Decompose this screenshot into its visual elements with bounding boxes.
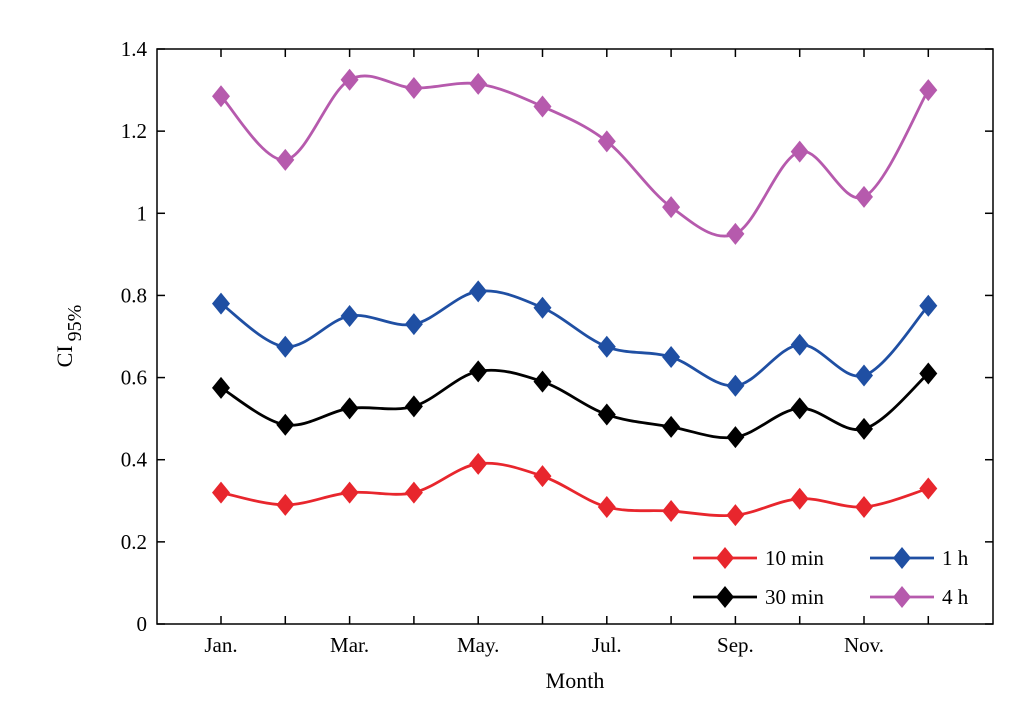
x-tick-label: Mar.	[330, 633, 369, 657]
legend-marker	[716, 547, 734, 569]
data-point	[212, 481, 230, 504]
data-point	[404, 395, 423, 418]
data-point	[340, 68, 359, 91]
y-tick-label: 0.8	[121, 283, 147, 307]
legend-marker	[716, 586, 734, 608]
series-1-h	[212, 280, 938, 397]
data-point	[790, 333, 809, 356]
series-4-h	[212, 68, 938, 245]
data-point	[340, 481, 359, 504]
data-point	[919, 79, 938, 102]
legend-item-10-min: 10 min	[693, 546, 824, 570]
data-point	[726, 374, 745, 397]
data-point	[662, 500, 681, 523]
data-point	[597, 130, 616, 153]
x-axis-title: Month	[546, 668, 605, 693]
data-point	[533, 370, 552, 393]
data-point	[855, 495, 873, 518]
y-axis-title-subscript: 95%	[64, 305, 86, 342]
axes-layer: 0 0.2 0.4 0.6 0.8 1 1.2 1.4 Jan. Mar. May. Jul. Sep.…	[121, 37, 993, 657]
data-point	[790, 397, 809, 420]
legend-label: 4 h	[942, 585, 969, 609]
series-30-min	[212, 360, 938, 449]
data-point	[919, 362, 938, 385]
legend: 10 min 30 min 1 h 4 h	[693, 546, 969, 609]
data-point	[726, 426, 745, 449]
y-tick-label: 0.2	[121, 530, 147, 554]
legend-label: 1 h	[942, 546, 969, 570]
data-point	[597, 495, 616, 518]
data-point	[662, 346, 681, 369]
data-point	[469, 72, 488, 95]
data-point	[597, 403, 616, 426]
data-point	[662, 196, 681, 219]
data-point	[469, 280, 488, 303]
data-point	[469, 452, 488, 475]
data-point	[533, 296, 552, 319]
data-point	[726, 222, 745, 245]
data-point	[790, 140, 809, 163]
y-axis-title: CI 95%	[52, 305, 86, 368]
series-10-min	[212, 452, 938, 527]
data-point	[404, 77, 423, 100]
y-axis-title-main: CI	[52, 345, 77, 367]
series-line-10-min	[220, 461, 929, 518]
y-tick-label: 0.6	[121, 366, 147, 390]
series-layer	[212, 68, 938, 527]
data-point	[340, 397, 359, 420]
data-point	[276, 335, 295, 358]
y-tick-label: 0	[137, 612, 148, 636]
data-point	[212, 376, 230, 399]
plot-frame	[156, 48, 994, 625]
y-tick-label: 1.2	[121, 119, 147, 143]
y-tick-label: 0.4	[121, 448, 148, 472]
data-point	[533, 95, 552, 118]
x-tick-label: May.	[457, 633, 499, 657]
data-point	[276, 413, 295, 436]
data-point	[533, 465, 552, 488]
data-point	[919, 294, 938, 317]
data-point	[212, 85, 230, 108]
data-point	[790, 487, 809, 510]
data-point	[340, 304, 359, 327]
legend-label: 10 min	[765, 546, 824, 570]
y-tick-label: 1	[137, 201, 148, 225]
data-point	[276, 148, 295, 171]
x-tick-label: Jul.	[592, 633, 622, 657]
data-point	[276, 493, 295, 516]
legend-marker	[893, 547, 911, 569]
series-line-30-min	[220, 368, 930, 440]
data-point	[919, 477, 938, 500]
x-tick-label: Jan.	[204, 633, 237, 657]
data-point	[855, 417, 873, 440]
legend-item-1-h: 1 h	[870, 546, 969, 570]
data-point	[212, 292, 230, 315]
x-tick-label: Nov.	[844, 633, 884, 657]
series-line-4-h	[219, 74, 930, 238]
x-tick-label: Sep.	[717, 633, 754, 657]
data-point	[726, 504, 745, 527]
series-line-1-h	[220, 289, 930, 388]
data-point	[855, 185, 873, 208]
data-point	[597, 335, 616, 358]
legend-item-4-h: 4 h	[870, 585, 969, 609]
data-point	[662, 415, 681, 438]
legend-marker	[893, 586, 911, 608]
y-tick-label: 1.4	[121, 37, 148, 61]
legend-item-30-min: 30 min	[693, 585, 824, 609]
data-point	[404, 481, 423, 504]
legend-label: 30 min	[765, 585, 824, 609]
data-point	[404, 313, 423, 336]
data-point	[855, 364, 873, 387]
data-point	[469, 360, 488, 383]
